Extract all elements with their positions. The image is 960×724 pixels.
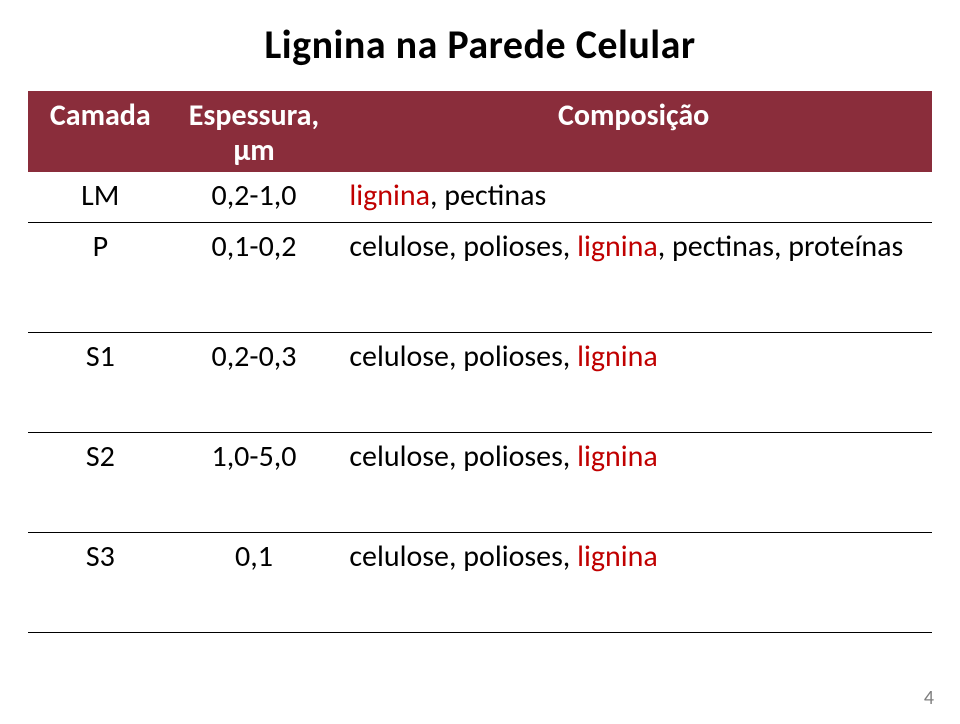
col-header-espessura-line2: µm [233,132,274,169]
col-header-camada: Camada [28,91,173,172]
comp-pre: celulose, polioses, [349,338,577,375]
cell-camada: S3 [28,532,173,632]
cell-camada: S2 [28,432,173,532]
table-row: S3 0,1 celulose, polioses, lignina [28,532,932,632]
table-header: Camada Espessura, µm Composição [28,91,932,172]
comp-lignina: lignina [577,338,658,375]
slide-page: Lignina na Parede Celular Camada Espessu… [0,0,960,724]
col-header-espessura-line1: Espessura, [189,97,319,134]
slide-number: 4 [924,686,934,710]
table-row: P 0,1-0,2 celulose, polioses, lignina, p… [28,222,932,332]
col-header-espessura: Espessura, µm [173,91,336,172]
cell-composicao: celulose, polioses, lignina, pectinas, p… [335,222,932,332]
cell-camada: S1 [28,332,173,432]
data-table: Camada Espessura, µm Composição LM 0,2-1… [28,91,932,633]
cell-espessura: 0,2-1,0 [173,172,336,222]
comp-lignina: lignina [577,438,658,475]
comp-pre: celulose, polioses, [349,228,577,265]
cell-espessura: 0,1-0,2 [173,222,336,332]
cell-camada: P [28,222,173,332]
cell-composicao: celulose, polioses, lignina [335,532,932,632]
cell-composicao: celulose, polioses, lignina [335,332,932,432]
comp-pre: celulose, polioses, [349,438,577,475]
cell-composicao: celulose, polioses, lignina [335,432,932,532]
cell-composicao: lignina, pectinas [335,172,932,222]
comp-lignina: lignina [577,228,658,265]
col-header-composicao: Composição [335,91,932,172]
cell-espessura: 0,2-0,3 [173,332,336,432]
comp-lignina: lignina [577,538,658,575]
cell-camada: LM [28,172,173,222]
comp-post: , pectinas, proteínas [658,228,903,265]
cell-espessura: 0,1 [173,532,336,632]
page-title: Lignina na Parede Celular [28,20,932,69]
table-row: LM 0,2-1,0 lignina, pectinas [28,172,932,222]
comp-lignina: lignina [349,177,430,214]
comp-post: , pectinas [430,177,546,214]
table-row: S2 1,0-5,0 celulose, polioses, lignina [28,432,932,532]
comp-pre: celulose, polioses, [349,538,577,575]
table-body: LM 0,2-1,0 lignina, pectinas P 0,1-0,2 c… [28,172,932,632]
table-row: S1 0,2-0,3 celulose, polioses, lignina [28,332,932,432]
cell-espessura: 1,0-5,0 [173,432,336,532]
